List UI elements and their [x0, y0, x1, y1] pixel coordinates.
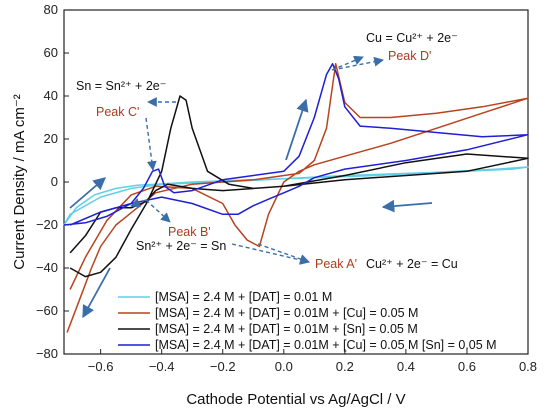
- y-tick-label: −60: [36, 303, 58, 318]
- sweep-direction-arrows: [69, 98, 433, 319]
- leader-arrow: [331, 56, 384, 71]
- x-tick-label: 0.4: [397, 359, 415, 374]
- x-tick-label: −0.6: [88, 359, 114, 374]
- x-tick-label: 0.6: [458, 359, 476, 374]
- direction-arrow: [381, 199, 433, 213]
- x-tick-label: −0.4: [149, 359, 175, 374]
- leader-arrow: [145, 117, 157, 171]
- direction-arrow: [82, 267, 111, 319]
- y-tick-label: −80: [36, 346, 58, 361]
- annotation-cu-reduction: Cu²⁺ + 2e⁻ = Cu: [366, 257, 458, 271]
- y-tick-label: −20: [36, 217, 58, 232]
- annotation-peak-d: Peak D': [388, 49, 431, 63]
- x-tick-label: 0.8: [519, 359, 537, 374]
- x-axis-ticks: −0.6 −0.4 −0.2 0.0 0.2 0.4 0.6 0.8: [88, 349, 537, 374]
- y-tick-label: 0: [51, 174, 58, 189]
- legend-label: [MSA] = 2.4 M + [DAT] = 0.01M + [Cu] = 0…: [155, 338, 497, 352]
- annotation-cu-oxidation: Cu = Cu²⁺ + 2e⁻: [366, 31, 458, 45]
- x-tick-label: 0.2: [336, 359, 354, 374]
- leader-arrow: [130, 198, 147, 208]
- y-tick-label: 80: [44, 2, 58, 17]
- legend-label: [MSA] = 2.4 M + [DAT] = 0.01M + [Sn] = 0…: [155, 322, 418, 336]
- direction-arrow: [69, 177, 106, 209]
- legend-label: [MSA] = 2.4 M + [DAT] = 0.01 M: [155, 290, 332, 304]
- legend: [MSA] = 2.4 M + [DAT] = 0.01 M [MSA] = 2…: [118, 290, 497, 352]
- legend-label: [MSA] = 2.4 M + [DAT] = 0.01M + [Cu] = 0…: [155, 306, 418, 320]
- annotation-leaders: [130, 55, 384, 265]
- y-tick-label: 60: [44, 45, 58, 60]
- y-axis-title: Current Density / mA cm⁻²: [11, 94, 28, 269]
- leader-arrow: [257, 243, 310, 264]
- annotation-peak-c: Peak C': [96, 105, 139, 119]
- x-tick-label: −0.2: [210, 359, 236, 374]
- series-line-3: [63, 63, 529, 226]
- leader-arrow: [231, 243, 310, 265]
- series-line-2: [69, 95, 529, 278]
- leader-arrow: [145, 199, 171, 223]
- series-layer: [63, 63, 529, 333]
- y-tick-label: 20: [44, 131, 58, 146]
- x-axis-title: Cathode Potential vs Ag/AgCl / V: [186, 391, 405, 408]
- y-tick-label: −40: [36, 260, 58, 275]
- x-tick-label: 0.0: [275, 359, 293, 374]
- leader-arrow: [331, 55, 364, 71]
- series-line-0: [63, 166, 529, 226]
- series-line-1: [66, 63, 529, 333]
- y-tick-label: 40: [44, 88, 58, 103]
- annotation-peak-b: Peak B': [168, 225, 211, 239]
- annotation-peak-a: Peak A': [315, 257, 357, 271]
- annotation-sn-oxidation: Sn = Sn²⁺ + 2e⁻: [76, 79, 166, 93]
- annotation-sn-reduction: Sn²⁺ + 2e⁻ = Sn: [136, 239, 226, 253]
- direction-arrow: [285, 98, 309, 161]
- y-axis-ticks: −80 −60 −40 −20 0 20 40 60 80: [36, 2, 69, 361]
